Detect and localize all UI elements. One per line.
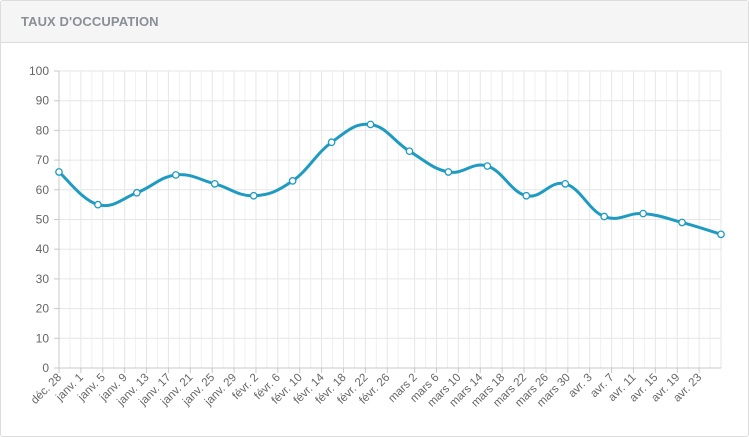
data-point [639, 209, 647, 218]
data-point [210, 180, 219, 188]
y-tick-label: 100 [29, 64, 49, 78]
data-point [522, 191, 531, 200]
data-point [366, 120, 375, 129]
data-point [444, 168, 453, 176]
data-point [171, 171, 180, 179]
y-tick-label: 80 [36, 123, 50, 137]
y-tick-label: 90 [36, 94, 50, 108]
data-point [94, 200, 102, 209]
data-point [327, 138, 336, 147]
y-tick-label: 60 [36, 183, 50, 197]
data-point [561, 180, 570, 188]
y-tick-label: 70 [36, 153, 50, 167]
data-point [288, 177, 297, 185]
y-tick-label: 10 [36, 331, 50, 345]
y-tick-label: 50 [36, 213, 50, 227]
data-point [405, 147, 414, 156]
data-point [483, 162, 492, 170]
x-tick-label: avr. 3 [566, 372, 594, 400]
data-point [678, 218, 686, 227]
data-point [249, 191, 258, 200]
panel-title: TAUX D'OCCUPATION [21, 14, 159, 29]
data-point [600, 212, 609, 221]
panel-header: TAUX D'OCCUPATION [1, 1, 748, 43]
series-line [57, 122, 723, 236]
y-tick-label: 0 [42, 361, 49, 375]
data-point [55, 168, 63, 176]
y-tick-label: 30 [36, 272, 50, 286]
y-tick-label: 40 [36, 242, 50, 256]
y-tick-label: 20 [36, 302, 50, 316]
chart-area: 0 10 20 30 40 50 60 70 80 90 100 déc. 28 janv. 1 janv… [1, 43, 748, 436]
data-point [717, 230, 725, 239]
data-point [133, 188, 141, 197]
